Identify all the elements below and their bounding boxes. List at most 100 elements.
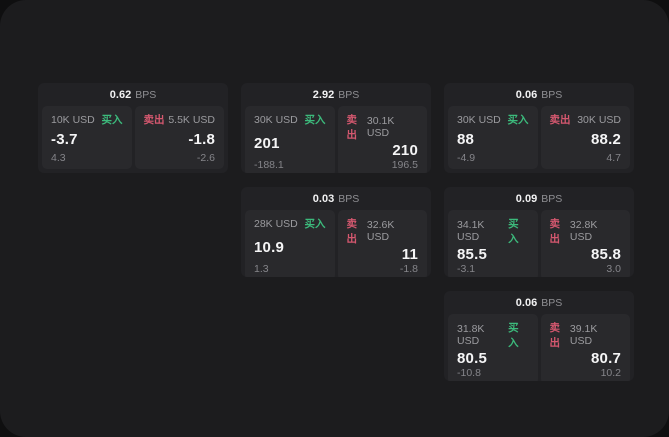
- sell-panel-header: 卖出 32.6K USD: [347, 216, 419, 246]
- buy-panel[interactable]: 28K USD 买入 10.9 1.3: [245, 210, 335, 277]
- card-header: 0.06 BPS: [444, 291, 634, 314]
- buy-side-label: 买入: [507, 114, 529, 126]
- spread-cards-grid: 0.62 BPS 10K USD 买入 -3.7 4.3 卖出 5.5K USD…: [38, 83, 634, 381]
- sell-price: 210: [392, 142, 418, 159]
- bps-value: 0.03: [312, 192, 335, 205]
- sell-panel[interactable]: 卖出 32.6K USD 11 -1.8: [337, 210, 427, 277]
- buy-delta: -10.8: [457, 367, 481, 379]
- buy-amount: 34.1K USD: [457, 219, 485, 243]
- sell-amount: 30.1K USD: [366, 115, 395, 139]
- bps-value: 0.06: [515, 88, 538, 101]
- sell-panel[interactable]: 卖出 5.5K USD -1.8 -2.6: [134, 106, 224, 169]
- spread-card[interactable]: 0.06 BPS 31.8K USD 买入 80.5 -10.8 卖出 39.1…: [444, 291, 634, 381]
- sell-amount: 5.5K USD: [168, 113, 215, 126]
- buy-delta: 1.3: [254, 263, 269, 275]
- buy-price: 201: [254, 134, 280, 152]
- buy-sell-panels: 28K USD 买入 10.9 1.3 卖出 32.6K USD 11 -1.8: [245, 210, 427, 277]
- buy-side-label: 买入: [508, 218, 519, 245]
- spread-card[interactable]: 0.03 BPS 28K USD 买入 10.9 1.3 卖出 32.6K US…: [241, 187, 431, 277]
- sell-side-label: 卖出: [346, 114, 358, 141]
- sell-amount: 39.1K USD: [569, 323, 598, 347]
- sell-amount: 32.6K USD: [366, 219, 395, 243]
- buy-delta: -4.9: [457, 152, 476, 164]
- card-header: 0.03 BPS: [241, 187, 431, 210]
- sell-panel-header: 卖出 5.5K USD: [144, 112, 216, 127]
- buy-delta: -188.1: [254, 159, 284, 171]
- buy-sell-panels: 34.1K USD 买入 85.5 -3.1 卖出 32.8K USD 85.8…: [448, 210, 630, 277]
- buy-panel-header: 28K USD 买入: [254, 216, 326, 231]
- spread-card[interactable]: 0.09 BPS 34.1K USD 买入 85.5 -3.1 卖出 32.8K…: [444, 187, 634, 277]
- buy-price: 85.5: [457, 246, 487, 263]
- sell-amount: 30K USD: [577, 113, 621, 126]
- spread-card[interactable]: 0.62 BPS 10K USD 买入 -3.7 4.3 卖出 5.5K USD…: [38, 83, 228, 173]
- buy-sell-panels: 31.8K USD 买入 80.5 -10.8 卖出 39.1K USD 80.…: [448, 314, 630, 381]
- buy-amount: 28K USD: [254, 217, 298, 230]
- sell-price: 85.8: [591, 246, 621, 263]
- sell-delta: 4.7: [606, 152, 621, 164]
- buy-amount: 30K USD: [457, 113, 501, 126]
- bps-value: 0.06: [515, 296, 538, 309]
- sell-side-label: 卖出: [549, 114, 571, 126]
- bps-unit-label: BPS: [338, 88, 360, 101]
- card-header: 2.92 BPS: [241, 83, 431, 106]
- sell-delta: -2.6: [196, 152, 215, 164]
- spread-card[interactable]: 0.06 BPS 30K USD 买入 88 -4.9 卖出 30K USD 8…: [444, 83, 634, 173]
- sell-delta: -1.8: [399, 263, 418, 275]
- sell-panel[interactable]: 卖出 39.1K USD 80.7 10.2: [540, 314, 630, 381]
- buy-sell-panels: 10K USD 买入 -3.7 4.3 卖出 5.5K USD -1.8 -2.…: [42, 106, 224, 169]
- buy-panel-header: 10K USD 买入: [51, 112, 123, 127]
- sell-side-label: 卖出: [346, 218, 358, 245]
- buy-side-label: 买入: [304, 218, 326, 230]
- buy-side-label: 买入: [508, 322, 519, 349]
- sell-side-label: 卖出: [549, 218, 561, 245]
- buy-side-label: 买入: [304, 114, 326, 126]
- buy-price: -3.7: [51, 131, 78, 148]
- buy-amount: 31.8K USD: [457, 323, 485, 347]
- buy-panel-header: 31.8K USD 买入: [457, 320, 529, 350]
- bps-unit-label: BPS: [541, 192, 563, 205]
- buy-side-label: 买入: [101, 114, 123, 126]
- sell-price: 80.7: [591, 350, 621, 367]
- buy-price: 10.9: [254, 238, 284, 256]
- sell-delta: 3.0: [606, 263, 621, 275]
- buy-panel[interactable]: 30K USD 买入 201 -188.1: [245, 106, 335, 173]
- sell-delta: 10.2: [600, 367, 621, 379]
- buy-panel-header: 30K USD 买入: [457, 112, 529, 127]
- sell-panel[interactable]: 卖出 30K USD 88.2 4.7: [540, 106, 630, 169]
- card-header: 0.62 BPS: [38, 83, 228, 106]
- sell-panel[interactable]: 卖出 32.8K USD 85.8 3.0: [540, 210, 630, 277]
- sell-side-label: 卖出: [143, 114, 165, 126]
- buy-panel-header: 34.1K USD 买入: [457, 216, 529, 246]
- sell-panel-header: 卖出 32.8K USD: [550, 216, 622, 246]
- sell-side-label: 卖出: [549, 322, 561, 349]
- card-header: 0.06 BPS: [444, 83, 634, 106]
- sell-price: 11: [401, 246, 418, 263]
- buy-panel[interactable]: 30K USD 买入 88 -4.9: [448, 106, 538, 169]
- sell-panel-header: 卖出 39.1K USD: [550, 320, 622, 350]
- bps-unit-label: BPS: [541, 88, 563, 101]
- buy-delta: 4.3: [51, 152, 66, 164]
- bps-value: 0.62: [109, 88, 132, 101]
- sell-panel-header: 卖出 30.1K USD: [347, 112, 419, 142]
- bps-unit-label: BPS: [541, 296, 563, 309]
- buy-sell-panels: 30K USD 买入 201 -188.1 卖出 30.1K USD 210 1…: [245, 106, 427, 173]
- card-header: 0.09 BPS: [444, 187, 634, 210]
- buy-price: 88: [457, 131, 475, 148]
- buy-panel-header: 30K USD 买入: [254, 112, 326, 127]
- bps-unit-label: BPS: [338, 192, 360, 205]
- buy-amount: 30K USD: [254, 113, 298, 126]
- sell-panel[interactable]: 卖出 30.1K USD 210 196.5: [337, 106, 427, 173]
- sell-delta: 196.5: [391, 159, 418, 171]
- bps-value: 0.09: [515, 192, 538, 205]
- buy-price: 80.5: [457, 350, 487, 367]
- buy-panel[interactable]: 31.8K USD 买入 80.5 -10.8: [448, 314, 538, 381]
- buy-sell-panels: 30K USD 买入 88 -4.9 卖出 30K USD 88.2 4.7: [448, 106, 630, 169]
- buy-delta: -3.1: [457, 263, 476, 275]
- bps-unit-label: BPS: [135, 88, 157, 101]
- bps-value: 2.92: [312, 88, 335, 101]
- buy-panel[interactable]: 10K USD 买入 -3.7 4.3: [42, 106, 132, 169]
- spread-card[interactable]: 2.92 BPS 30K USD 买入 201 -188.1 卖出 30.1K …: [241, 83, 431, 173]
- sell-panel-header: 卖出 30K USD: [550, 112, 622, 127]
- buy-panel[interactable]: 34.1K USD 买入 85.5 -3.1: [448, 210, 538, 277]
